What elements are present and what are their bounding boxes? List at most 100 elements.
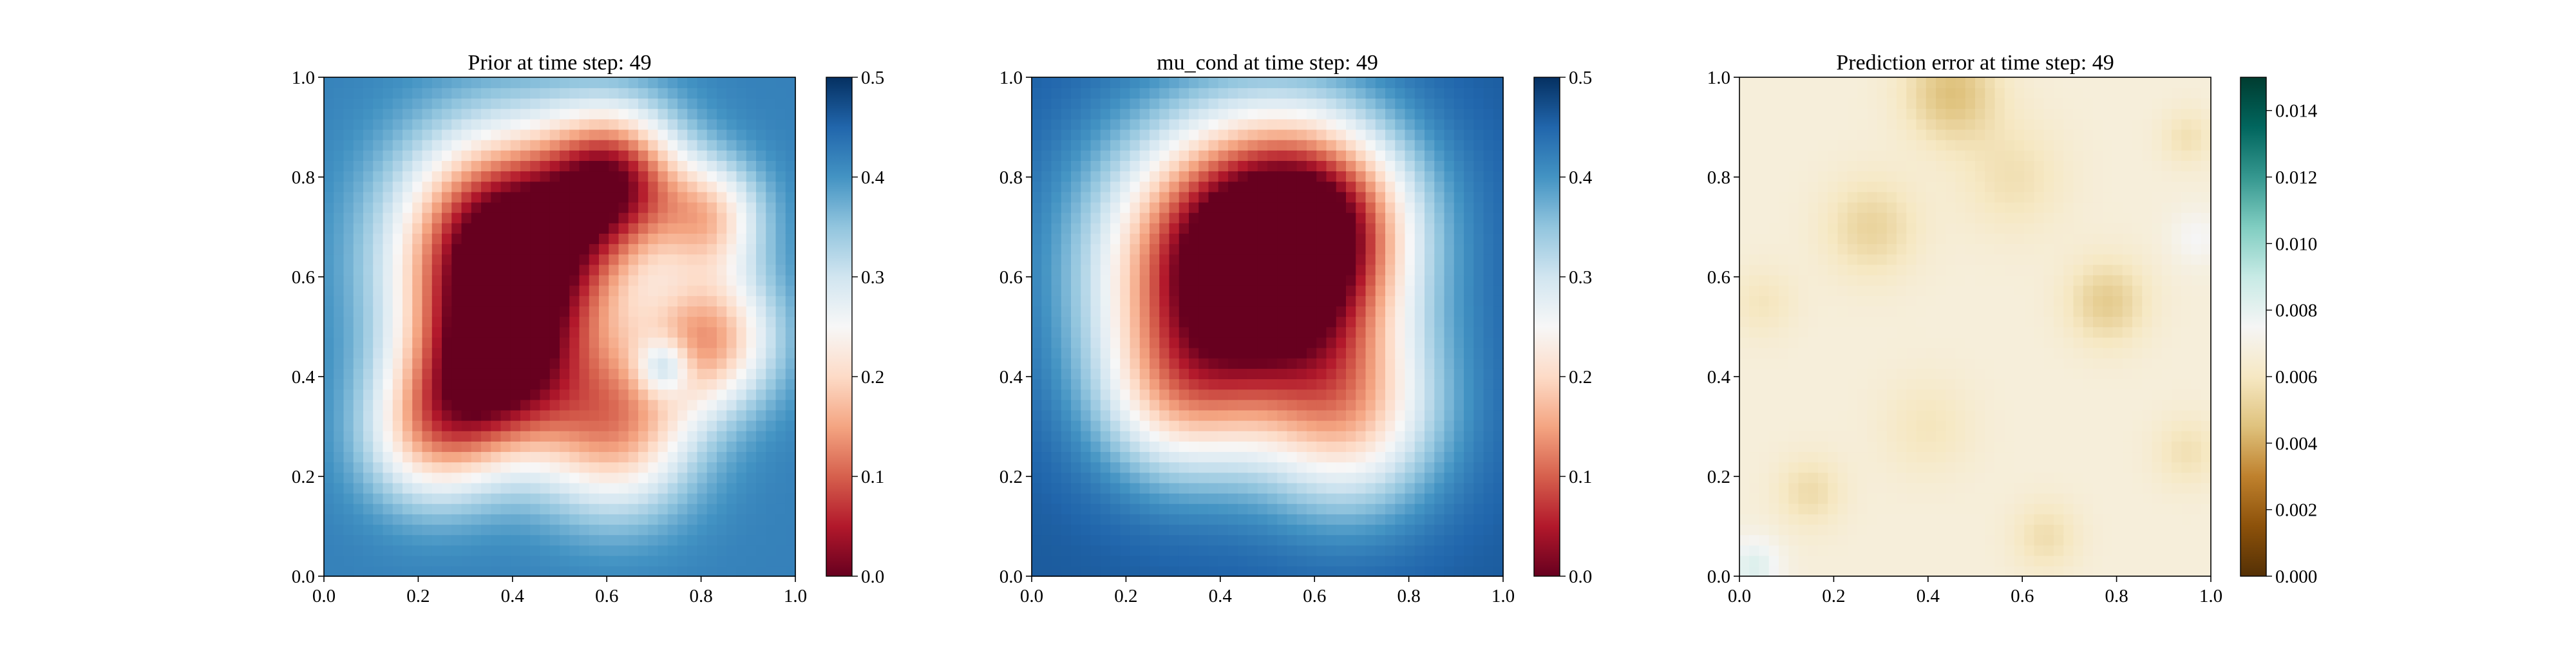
heatmap-cell: [668, 265, 678, 276]
heatmap-cell: [687, 140, 697, 151]
heatmap-cell: [786, 441, 796, 452]
heatmap-cell: [373, 441, 383, 452]
heatmap-cell: [1159, 98, 1170, 109]
heatmap-cell: [1473, 243, 1484, 254]
heatmap-cell: [451, 545, 462, 556]
heatmap-cell: [776, 379, 786, 389]
heatmap-cell: [354, 514, 364, 525]
heatmap-cell: [1248, 368, 1258, 379]
heatmap-cell: [1493, 140, 1504, 151]
heatmap-cell: [1769, 88, 1779, 98]
heatmap-cell: [354, 556, 364, 567]
heatmap-cell: [1749, 483, 1759, 494]
heatmap-cell: [1091, 420, 1101, 431]
heatmap-cell: [1258, 316, 1268, 327]
heatmap-cell: [1170, 150, 1180, 161]
heatmap-cell: [363, 566, 374, 577]
heatmap-cell: [648, 400, 658, 411]
heatmap-cell: [1356, 108, 1366, 119]
heatmap-cell: [354, 140, 364, 151]
heatmap-cell: [756, 275, 766, 286]
heatmap-cell: [1434, 275, 1444, 286]
heatmap-cell: [1032, 431, 1042, 442]
heatmap-cell: [1739, 140, 1750, 151]
heatmap-cell: [363, 150, 374, 161]
heatmap-cell: [1366, 556, 1376, 567]
heatmap-cell: [638, 348, 649, 359]
heatmap-cell: [1071, 285, 1081, 296]
heatmap-cell: [737, 119, 747, 130]
heatmap-cell: [324, 524, 334, 535]
x-tick-label: 0.0: [312, 586, 336, 606]
heatmap-cell: [1209, 514, 1219, 525]
heatmap-cell: [687, 306, 697, 317]
heatmap-cell: [599, 483, 609, 494]
heatmap-cell: [354, 534, 364, 545]
heatmap-cell: [1769, 316, 1779, 327]
heatmap-cell: [1385, 88, 1396, 98]
heatmap-cell: [1189, 514, 1199, 525]
heatmap-cell: [442, 441, 452, 452]
heatmap-cell: [1101, 420, 1111, 431]
heatmap-cell: [363, 77, 374, 88]
heatmap-cell: [520, 243, 531, 254]
heatmap-cell: [658, 483, 668, 494]
heatmap-cell: [786, 129, 796, 140]
heatmap-cell: [1238, 514, 1248, 525]
heatmap-cell: [1209, 202, 1219, 213]
heatmap-cell: [580, 295, 590, 306]
heatmap-cell: [462, 348, 472, 359]
heatmap-cell: [324, 119, 334, 130]
heatmap-cell: [1140, 181, 1150, 192]
heatmap-cell: [1316, 150, 1327, 161]
heatmap-cell: [1749, 275, 1759, 286]
heatmap-cell: [1385, 441, 1396, 452]
heatmap-cell: [1759, 202, 1770, 213]
heatmap-cell: [668, 566, 678, 577]
heatmap-cell: [1041, 295, 1052, 306]
heatmap-cell: [1041, 150, 1052, 161]
heatmap-cell: [629, 400, 639, 411]
heatmap-cell: [746, 295, 757, 306]
heatmap-cell: [746, 202, 757, 213]
heatmap-cell: [1307, 441, 1317, 452]
heatmap-cell: [1405, 108, 1416, 119]
heatmap-cell: [344, 275, 354, 286]
heatmap-cell: [756, 202, 766, 213]
heatmap-cell: [687, 368, 697, 379]
heatmap-cell: [1366, 420, 1376, 431]
heatmap-cell: [412, 295, 422, 306]
heatmap-cell: [1032, 327, 1042, 338]
heatmap-cell: [1769, 534, 1779, 545]
heatmap-cell: [1415, 358, 1425, 369]
heatmap-cell: [1209, 108, 1219, 119]
heatmap-cell: [363, 212, 374, 223]
heatmap-cell: [334, 462, 344, 473]
heatmap-cell: [393, 431, 403, 442]
heatmap-cell: [717, 327, 727, 338]
heatmap-cell: [1277, 566, 1287, 577]
heatmap-cell: [1297, 483, 1307, 494]
heatmap-cell: [1091, 129, 1101, 140]
heatmap-cell: [1120, 171, 1130, 182]
heatmap-cell: [501, 98, 511, 109]
heatmap-cell: [1739, 212, 1750, 223]
heatmap-cell: [1307, 192, 1317, 203]
heatmap-cell: [383, 108, 393, 119]
heatmap-cell: [511, 556, 521, 567]
heatmap-cell: [1120, 556, 1130, 567]
heatmap-cell: [363, 503, 374, 514]
heatmap-cell: [481, 327, 491, 338]
heatmap-cell: [726, 160, 737, 171]
heatmap-cell: [1464, 140, 1474, 151]
heatmap-cell: [717, 129, 727, 140]
heatmap-cell: [1218, 316, 1229, 327]
heatmap-cell: [746, 275, 757, 286]
heatmap-cell: [677, 462, 688, 473]
heatmap-cell: [1769, 327, 1779, 338]
heatmap-cell: [560, 202, 570, 213]
heatmap-cell: [1150, 223, 1160, 234]
heatmap-cell: [462, 462, 472, 473]
heatmap-cell: [638, 265, 649, 276]
heatmap-cell: [1267, 503, 1278, 514]
